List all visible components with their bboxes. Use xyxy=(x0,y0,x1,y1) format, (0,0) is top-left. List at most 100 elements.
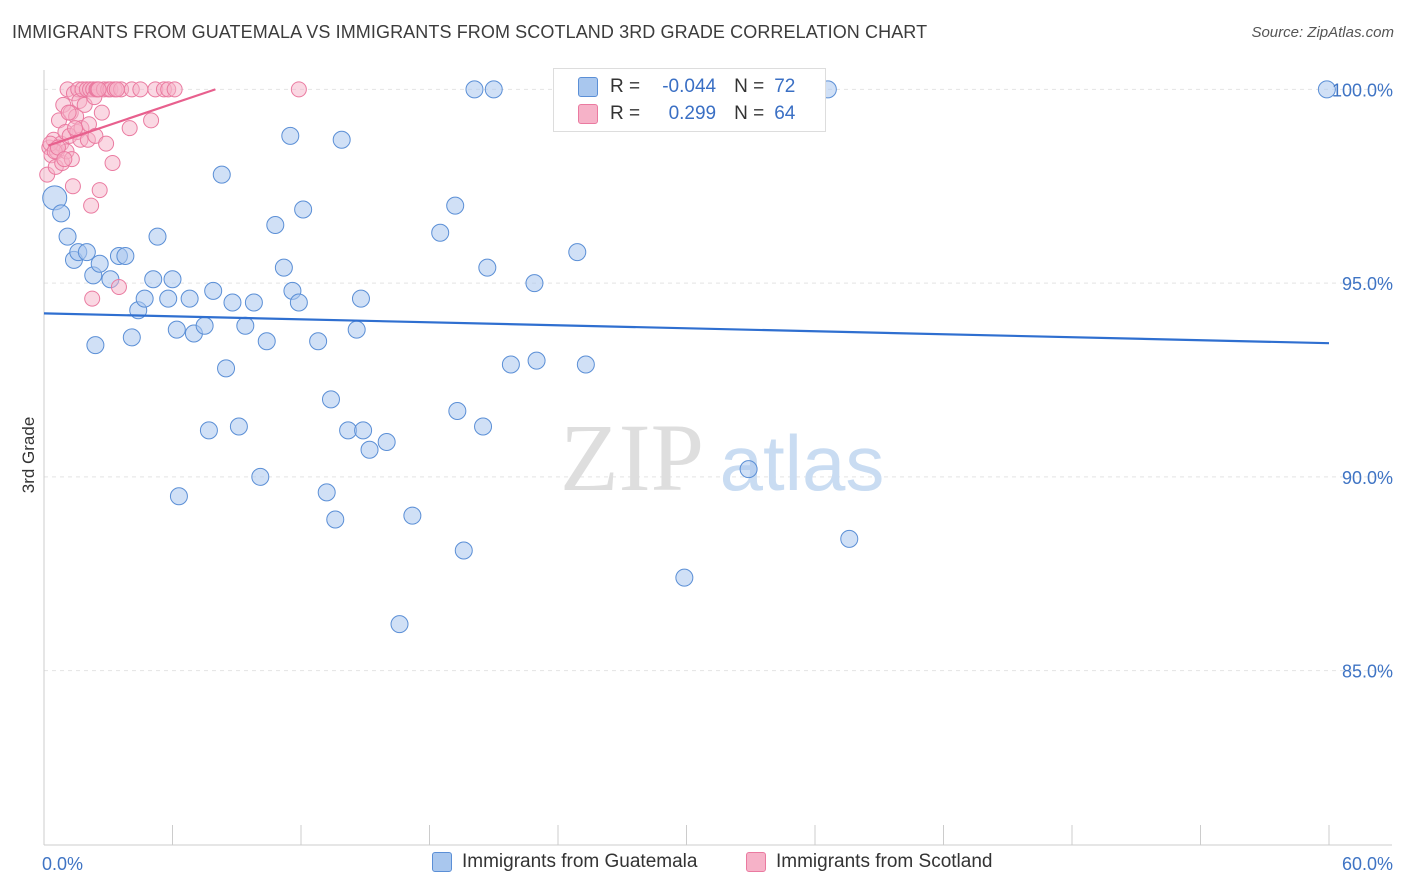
y-tick-label: 100.0% xyxy=(1332,80,1393,100)
point-guatemala xyxy=(309,332,328,351)
point-guatemala xyxy=(840,529,859,548)
point-guatemala xyxy=(281,126,300,145)
point-scotland xyxy=(67,120,84,137)
stats-n-value-scotland: 64 xyxy=(774,103,796,124)
stats-r-label: R = xyxy=(610,103,641,124)
point-guatemala xyxy=(217,359,236,378)
point-guatemala xyxy=(351,289,370,308)
stats-n-label: N = xyxy=(734,103,765,124)
point-guatemala xyxy=(58,227,77,246)
point-guatemala xyxy=(525,274,544,293)
point-guatemala xyxy=(289,293,308,312)
point-guatemala xyxy=(144,270,163,289)
legend: Immigrants from Guatemala Immigrants fro… xyxy=(0,851,1406,879)
x-tick-label: 0.0% xyxy=(42,854,83,874)
point-guatemala xyxy=(244,293,263,312)
point-guatemala xyxy=(223,293,242,312)
point-guatemala xyxy=(148,227,167,246)
point-guatemala xyxy=(180,289,199,308)
point-guatemala xyxy=(403,506,422,525)
point-guatemala xyxy=(251,467,270,486)
point-guatemala xyxy=(675,568,694,587)
point-guatemala xyxy=(478,258,497,277)
point-guatemala xyxy=(212,165,231,184)
point-scotland xyxy=(90,81,107,98)
point-guatemala xyxy=(195,316,214,335)
point-scotland xyxy=(132,81,149,98)
point-guatemala xyxy=(257,332,276,351)
point-scotland xyxy=(83,197,100,214)
point-scotland xyxy=(110,279,127,295)
point-guatemala xyxy=(501,355,520,374)
axes xyxy=(43,70,1392,846)
legend-swatch-guatemala xyxy=(432,852,452,872)
series-scotland xyxy=(39,81,307,307)
watermark-zip: ZIP xyxy=(560,404,704,511)
y-tick-label: 85.0% xyxy=(1342,662,1393,682)
y-axis-label: 3rd Grade xyxy=(19,417,38,494)
point-scotland xyxy=(104,155,121,171)
stats-row-guatemala: R = -0.044 N = 72 xyxy=(578,74,795,100)
tick-labels: 100.0% 95.0% 90.0% 85.0% 0.0% 60.0% xyxy=(42,80,1393,874)
legend-label-guatemala: Immigrants from Guatemala xyxy=(462,851,698,872)
point-scotland xyxy=(84,290,101,307)
trend-line-scotland xyxy=(47,88,216,147)
point-guatemala xyxy=(135,289,154,308)
point-guatemala xyxy=(339,421,358,440)
source-credit: Source: ZipAtlas.com xyxy=(1251,24,1394,41)
point-guatemala xyxy=(229,417,248,436)
x-tick-label: 60.0% xyxy=(1342,854,1393,874)
legend-label-scotland: Immigrants from Scotland xyxy=(776,851,993,872)
stats-r-value-scotland: 0.299 xyxy=(668,103,717,124)
stats-row-scotland: R = 0.299 N = 64 xyxy=(578,101,795,127)
point-scotland xyxy=(98,135,115,152)
point-scotland xyxy=(93,104,110,121)
point-guatemala xyxy=(739,460,758,479)
stats-r-label: R = xyxy=(610,76,641,97)
legend-item-guatemala[interactable]: Immigrants from Guatemala xyxy=(432,851,697,873)
point-guatemala xyxy=(448,402,467,420)
point-guatemala xyxy=(454,541,473,560)
grid-lines xyxy=(44,88,1392,672)
watermark: ZIP atlas xyxy=(560,404,884,511)
point-guatemala xyxy=(326,510,345,529)
point-scotland xyxy=(64,178,81,195)
point-scotland xyxy=(108,81,125,98)
trend-line-guatemala xyxy=(43,312,1330,345)
point-guatemala xyxy=(321,390,340,409)
point-scotland xyxy=(91,182,108,199)
point-scotland xyxy=(60,104,77,121)
stats-swatch-guatemala xyxy=(578,77,598,97)
point-guatemala xyxy=(474,417,493,436)
point-scotland xyxy=(121,120,138,137)
point-guatemala xyxy=(167,320,186,339)
point-guatemala xyxy=(236,316,255,335)
point-guatemala xyxy=(576,355,595,374)
point-guatemala xyxy=(377,433,396,451)
point-guatemala xyxy=(354,421,373,440)
point-guatemala xyxy=(199,421,218,440)
point-guatemala xyxy=(431,223,450,242)
stats-n-value-guatemala: 72 xyxy=(774,76,796,97)
point-scotland xyxy=(290,81,307,98)
point-guatemala xyxy=(527,351,546,370)
point-guatemala xyxy=(465,80,484,99)
point-guatemala xyxy=(90,254,109,273)
point-guatemala xyxy=(266,216,285,234)
legend-item-scotland[interactable]: Immigrants from Scotland xyxy=(746,851,992,873)
series-guatemala xyxy=(42,80,1336,634)
point-guatemala xyxy=(163,270,182,289)
point-guatemala xyxy=(317,483,336,502)
point-guatemala xyxy=(159,289,178,308)
point-guatemala xyxy=(294,200,313,219)
point-guatemala xyxy=(347,320,366,339)
point-scotland xyxy=(166,81,183,98)
point-guatemala xyxy=(332,130,351,149)
stats-swatch-scotland xyxy=(578,104,598,124)
point-guatemala xyxy=(116,247,135,265)
point-scotland xyxy=(143,112,160,129)
point-guatemala xyxy=(52,204,71,223)
point-guatemala xyxy=(77,243,96,262)
point-guatemala xyxy=(484,80,503,99)
